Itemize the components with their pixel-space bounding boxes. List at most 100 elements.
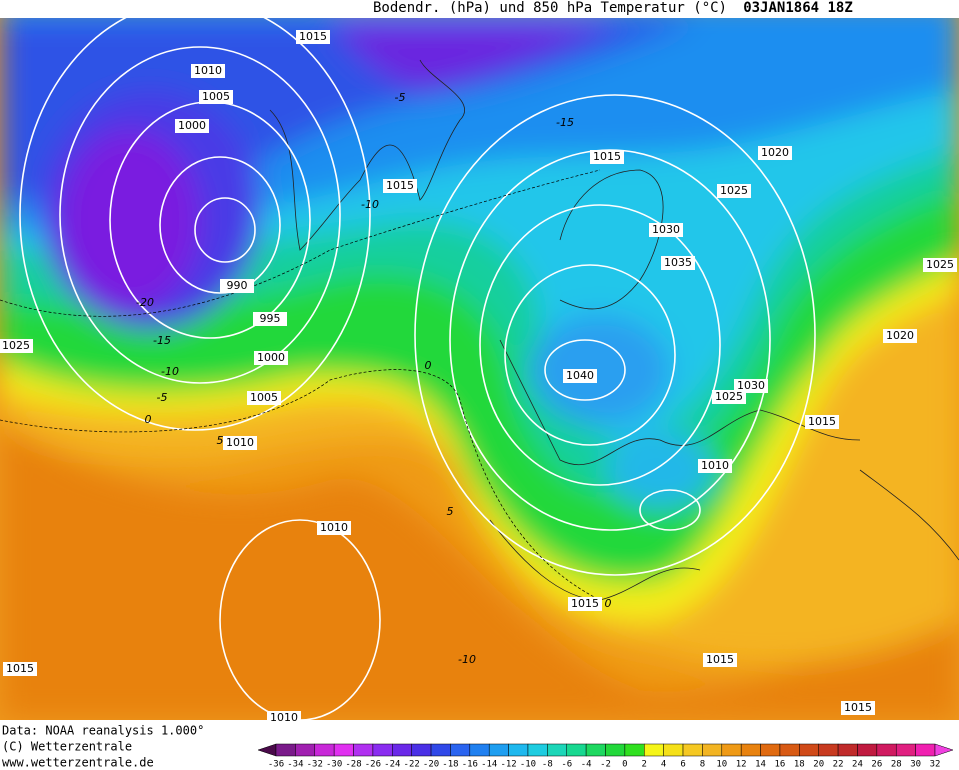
isotherm-label: 5 bbox=[447, 505, 454, 518]
isobar-label: 1020 bbox=[886, 329, 914, 342]
colorbar-label: -16 bbox=[462, 760, 478, 770]
colorbar-label: 18 bbox=[794, 760, 805, 770]
colorbar-swatch bbox=[430, 743, 451, 757]
isobar-label: 1015 bbox=[299, 30, 327, 43]
isobar-label: 1020 bbox=[761, 146, 789, 159]
colorbar-swatch bbox=[411, 743, 432, 757]
footer-line: Data: NOAA reanalysis 1.000° bbox=[2, 724, 204, 738]
isobar-label: 1010 bbox=[270, 711, 298, 724]
isotherm-label: -10 bbox=[361, 198, 379, 211]
isotherm-label: 5 bbox=[217, 434, 224, 447]
colorbar-label: 4 bbox=[661, 760, 666, 770]
colorbar-label: 16 bbox=[775, 760, 786, 770]
isotherm-label: -5 bbox=[157, 391, 168, 404]
colorbar-label: -34 bbox=[287, 760, 303, 770]
colorbar-swatch bbox=[799, 743, 819, 757]
isobar-label: 1015 bbox=[6, 662, 34, 675]
colorbar-label: 26 bbox=[871, 760, 882, 770]
isotherms bbox=[0, 169, 601, 601]
colorbar-swatch bbox=[760, 743, 781, 757]
colorbar-swatch bbox=[663, 743, 684, 757]
isotherm-label: -5 bbox=[395, 91, 406, 104]
colorbar-swatch bbox=[624, 743, 645, 757]
isotherm-label: -10 bbox=[458, 653, 476, 666]
colorbar-label: -28 bbox=[345, 760, 361, 770]
isobar-label: 1030 bbox=[652, 223, 680, 236]
colorbar-label: -30 bbox=[326, 760, 342, 770]
isobar-label-box bbox=[734, 379, 768, 393]
colorbar-swatch bbox=[488, 743, 509, 757]
isobar-label-box bbox=[254, 351, 288, 365]
isobar-label: 1030 bbox=[737, 379, 765, 392]
isobar-label-box bbox=[712, 390, 746, 404]
colorbar-label: 28 bbox=[891, 760, 902, 770]
colorbar: -36 -34 -32 -30 -28 -26 -24 -22 -20 -18 -16 -14 -12-… bbox=[257, 743, 954, 770]
colorbar-swatch bbox=[508, 743, 529, 757]
isobar-label: 1010 bbox=[194, 64, 222, 77]
isobar-label: 1025 bbox=[2, 339, 30, 352]
isobar-label-box bbox=[841, 701, 875, 715]
isobar-label: 1000 bbox=[178, 119, 206, 132]
colorbar-label: 12 bbox=[736, 760, 747, 770]
isobar-label: 1010 bbox=[701, 459, 729, 472]
footer-line: www.wetterzentrale.de bbox=[2, 756, 154, 770]
colorbar-swatch bbox=[915, 743, 936, 757]
colorbar-label: -32 bbox=[307, 760, 323, 770]
isobar-label: 1015 bbox=[844, 701, 872, 714]
isobar-label: 1025 bbox=[926, 258, 954, 271]
isobar-label-box bbox=[317, 521, 351, 535]
colorbar-swatch bbox=[295, 743, 316, 757]
colorbar-label: 30 bbox=[910, 760, 921, 770]
isotherm-label: 0 bbox=[145, 413, 152, 426]
colorbar-swatch bbox=[353, 743, 374, 757]
map-labels: 1015101010051000990995100010051010102510… bbox=[0, 30, 957, 725]
isobar-label: 1005 bbox=[202, 90, 230, 103]
colorbar-label: 6 bbox=[680, 760, 685, 770]
colorbar-swatch bbox=[740, 743, 761, 757]
map-title: Bodendr. (hPa) und 850 hPa Temperatur (°… bbox=[373, 0, 727, 16]
isobar-label-box bbox=[923, 258, 957, 272]
colorbar-arrow bbox=[934, 743, 954, 757]
colorbar-label: -24 bbox=[384, 760, 400, 770]
colorbar-swatch bbox=[469, 743, 490, 757]
colorbar-label: -22 bbox=[404, 760, 420, 770]
colorbar-label: 24 bbox=[852, 760, 863, 770]
isobar-label: 1025 bbox=[720, 184, 748, 197]
colorbar-swatch bbox=[547, 743, 567, 757]
isobar-label-box bbox=[3, 662, 37, 676]
colorbar-swatch bbox=[275, 743, 296, 757]
colorbar-label: -10 bbox=[520, 760, 536, 770]
isobar-label: 1015 bbox=[386, 179, 414, 192]
isobar-label-box bbox=[703, 653, 737, 667]
colorbar-label: -26 bbox=[365, 760, 381, 770]
isotherm-label: -10 bbox=[161, 365, 179, 378]
isotherm-label: -15 bbox=[556, 116, 574, 129]
isotherm-label: 0 bbox=[425, 359, 432, 372]
isobar-label-box bbox=[247, 391, 281, 405]
isotherm-label: -15 bbox=[153, 334, 171, 347]
isobar-label: 1010 bbox=[226, 436, 254, 449]
isobar-label: 1015 bbox=[808, 415, 836, 428]
colorbar-label: 10 bbox=[716, 760, 727, 770]
colorbar-swatch bbox=[314, 743, 335, 757]
footer-line: (C) Wetterzentrale bbox=[2, 740, 132, 754]
isobar-label-box bbox=[805, 415, 839, 429]
colorbar-label: -8 bbox=[542, 760, 553, 770]
colorbar-swatch bbox=[895, 743, 916, 757]
isobar-label-box bbox=[220, 279, 254, 293]
isobar-label-box bbox=[253, 312, 287, 326]
colorbar-swatch bbox=[837, 743, 858, 757]
isobar-label-box bbox=[175, 119, 209, 133]
isobar-label: 1010 bbox=[320, 521, 348, 534]
isobar-label-box bbox=[649, 223, 683, 237]
colorbar-swatch bbox=[876, 743, 897, 757]
isobar-label: 1015 bbox=[706, 653, 734, 666]
colorbar-label: -4 bbox=[581, 760, 592, 770]
isobar-label: 1005 bbox=[250, 391, 278, 404]
isobar-label-box bbox=[661, 256, 695, 270]
colorbar-label: 22 bbox=[833, 760, 844, 770]
colorbar-swatch bbox=[702, 743, 723, 757]
isobar-label-box bbox=[191, 64, 225, 78]
map-date: 03JAN1864 18Z bbox=[743, 0, 853, 16]
